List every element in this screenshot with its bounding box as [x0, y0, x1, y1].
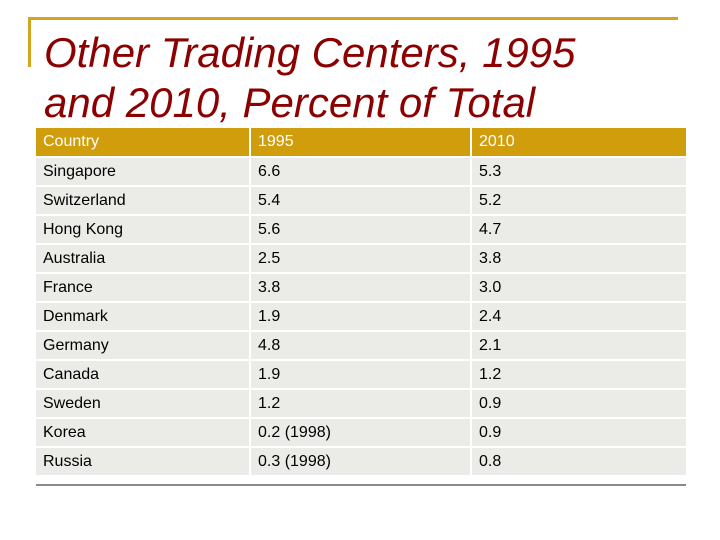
- cell-1995: 1.9: [249, 303, 470, 330]
- table-header-row: Country 1995 2010: [36, 128, 686, 156]
- cell-1995: 1.2: [249, 390, 470, 417]
- table-row: Singapore 6.6 5.3: [36, 158, 686, 185]
- cell-2010: 5.3: [470, 158, 686, 185]
- cell-2010: 0.8: [470, 448, 686, 475]
- cell-country: Singapore: [36, 158, 249, 185]
- cell-1995: 0.2 (1998): [249, 419, 470, 446]
- cell-2010: 1.2: [470, 361, 686, 388]
- trading-centers-table: Country 1995 2010 Singapore 6.6 5.3 Switzer…: [36, 126, 686, 477]
- cell-2010: 2.1: [470, 332, 686, 359]
- cell-country: Switzerland: [36, 187, 249, 214]
- cell-country: Canada: [36, 361, 249, 388]
- cell-1995: 2.5: [249, 245, 470, 272]
- cell-country: Denmark: [36, 303, 249, 330]
- frame-top-rule: [28, 17, 678, 20]
- frame-left-rule: [28, 17, 31, 67]
- table-row: Korea 0.2 (1998) 0.9: [36, 419, 686, 446]
- table-row: Denmark 1.9 2.4: [36, 303, 686, 330]
- cell-1995: 5.4: [249, 187, 470, 214]
- cell-1995: 6.6: [249, 158, 470, 185]
- cell-2010: 0.9: [470, 390, 686, 417]
- cell-1995: 5.6: [249, 216, 470, 243]
- slide-title: Other Trading Centers, 1995 and 2010, Pe…: [44, 28, 684, 128]
- table-row: Canada 1.9 1.2: [36, 361, 686, 388]
- header-country: Country: [36, 128, 249, 156]
- cell-country: Russia: [36, 448, 249, 475]
- cell-2010: 2.4: [470, 303, 686, 330]
- cell-2010: 4.7: [470, 216, 686, 243]
- cell-2010: 3.0: [470, 274, 686, 301]
- table-body: Singapore 6.6 5.3 Switzerland 5.4 5.2 Hong Kon…: [36, 158, 686, 475]
- table-row: Switzerland 5.4 5.2: [36, 187, 686, 214]
- cell-2010: 3.8: [470, 245, 686, 272]
- cell-country: Germany: [36, 332, 249, 359]
- header-2010: 2010: [470, 128, 686, 156]
- cell-country: Australia: [36, 245, 249, 272]
- title-line-2: and 2010, Percent of Total: [44, 79, 536, 126]
- table-row: Germany 4.8 2.1: [36, 332, 686, 359]
- cell-country: Sweden: [36, 390, 249, 417]
- cell-country: Hong Kong: [36, 216, 249, 243]
- table-row: Hong Kong 5.6 4.7: [36, 216, 686, 243]
- header-1995: 1995: [249, 128, 470, 156]
- cell-1995: 3.8: [249, 274, 470, 301]
- table-row: Sweden 1.2 0.9: [36, 390, 686, 417]
- title-line-1: Other Trading Centers, 1995: [44, 29, 576, 76]
- table-row: France 3.8 3.0: [36, 274, 686, 301]
- cell-1995: 1.9: [249, 361, 470, 388]
- cell-2010: 0.9: [470, 419, 686, 446]
- bottom-rule: [36, 484, 686, 486]
- cell-1995: 0.3 (1998): [249, 448, 470, 475]
- cell-country: Korea: [36, 419, 249, 446]
- cell-1995: 4.8: [249, 332, 470, 359]
- table-row: Russia 0.3 (1998) 0.8: [36, 448, 686, 475]
- table-row: Australia 2.5 3.8: [36, 245, 686, 272]
- cell-2010: 5.2: [470, 187, 686, 214]
- cell-country: France: [36, 274, 249, 301]
